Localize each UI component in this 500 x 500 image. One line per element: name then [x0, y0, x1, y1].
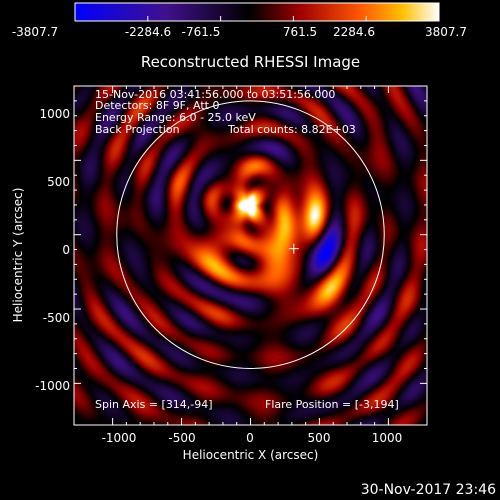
total-counts-annotation: Total counts: 8.82E+03 [228, 123, 356, 136]
chart-title: Reconstructed RHESSI Image [140, 53, 361, 71]
colorbar-tick-label: 2284.6 [333, 25, 375, 39]
solar-limb-circle [116, 100, 385, 369]
x-tick-label: 500 [307, 431, 331, 445]
y-axis-label: Heliocentric Y (arcsec) [11, 187, 25, 323]
flare-position-annotation: Flare Position = [-3,194] [265, 398, 399, 411]
colorbar-tick-label: -2284.6 [124, 25, 172, 39]
y-tick-label: -500 [42, 311, 70, 325]
x-tick-label: 1000 [371, 431, 403, 445]
colorbar-tick-label: 3807.7 [425, 25, 467, 39]
heatmap-image [74, 86, 427, 425]
x-tick-label: -1000 [101, 431, 137, 445]
y-tick-label: 0 [62, 243, 70, 257]
x-tick-label: 0 [246, 431, 254, 445]
colorbar [74, 2, 440, 22]
spin-axis-annotation: Spin Axis = [314,-94] [95, 398, 213, 411]
spin-axis-marker [288, 243, 299, 254]
time-range-annotation: 15-Nov-2016 03:41:56.000 to 03:51:56.000 [95, 88, 336, 101]
method-annotation: Back Projection [95, 123, 180, 136]
x-axis-label: Heliocentric X (arcsec) [182, 448, 319, 462]
detectors-annotation: Detectors: 8F 9F, Att 0 [95, 99, 220, 112]
y-tick-label: -1000 [35, 379, 70, 393]
axis-ticks [74, 85, 427, 425]
colorbar-tick-label: -3807.7 [11, 25, 59, 39]
y-tick-label: 1000 [39, 107, 70, 121]
x-tick-label: -500 [168, 431, 196, 445]
energy-range-annotation: Energy Range: 6.0 - 25.0 keV [95, 111, 256, 124]
colorbar-tick-label: 761.5 [282, 25, 318, 39]
colorbar-tick-label: -761.5 [181, 25, 221, 39]
y-tick-label: 500 [47, 175, 70, 189]
colorbar-ticks [74, 16, 440, 21]
timestamp: 30-Nov-2017 23:46 [360, 482, 496, 498]
